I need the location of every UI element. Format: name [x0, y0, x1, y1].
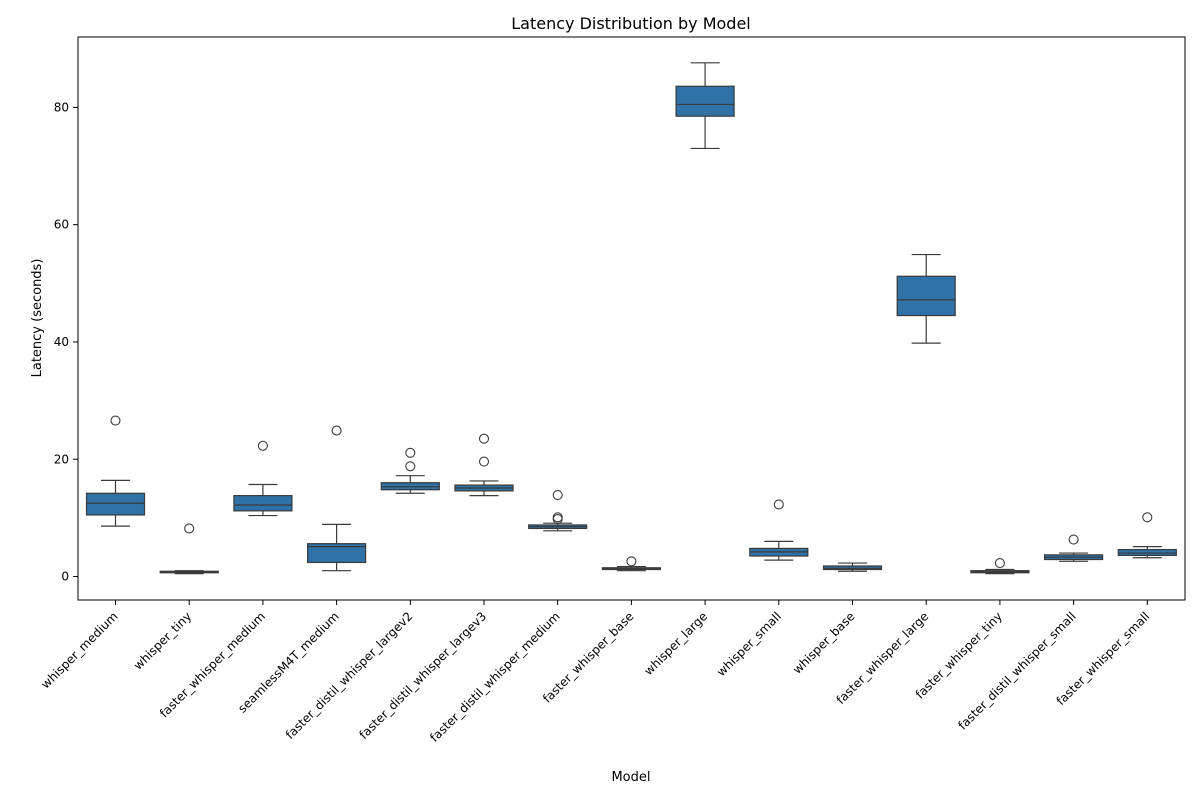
box-group [85, 415, 146, 527]
outlier-point [552, 512, 563, 523]
chart-title: Latency Distribution by Model [511, 14, 751, 33]
y-tick-label: 60 [54, 218, 69, 232]
outlier-point [405, 461, 416, 472]
outlier-point [773, 499, 784, 510]
outlier-point [478, 433, 490, 444]
y-tick-label: 40 [54, 335, 69, 349]
box-group [1043, 534, 1104, 562]
outlier-point [478, 456, 490, 467]
x-tick-label: faster_distil_whisper_largev3 [357, 609, 490, 742]
box-group [1117, 512, 1177, 559]
box-group [749, 499, 809, 561]
box-group [896, 253, 956, 344]
x-axis-label: Model [611, 770, 650, 785]
box-group [528, 489, 588, 532]
outlier-point [552, 489, 563, 501]
y-tick-label: 20 [54, 452, 69, 466]
y-tick-label: 80 [54, 100, 69, 114]
plot-frame [77, 36, 1186, 601]
x-tick-label: faster_distil_whisper_small [955, 609, 1078, 732]
outlier-point [405, 447, 416, 458]
box-group [233, 440, 293, 517]
x-tick-label: whisper_medium [38, 609, 120, 691]
outlier-point [331, 425, 342, 436]
x-tick-label: whisper_small [714, 609, 784, 679]
box-group [454, 433, 514, 497]
x-tick-label: whisper_large [641, 609, 710, 678]
outlier-point [110, 415, 121, 426]
box-group [601, 556, 662, 572]
box-iqr [233, 495, 293, 512]
box-iqr [85, 492, 146, 516]
box-group [380, 447, 440, 494]
box-group [822, 562, 883, 572]
outlier-point [1068, 534, 1079, 545]
box-group [159, 523, 219, 575]
outlier-point [1142, 512, 1153, 523]
outlier-point [994, 558, 1005, 569]
box-iqr [307, 543, 367, 564]
x-axis: whisper_medium whisper_tinyfaster_whisper… [38, 600, 1152, 745]
y-axis: 0 20 40 60 80 [54, 100, 78, 584]
y-tick-label: 0 [61, 570, 69, 584]
outlier-point [626, 556, 637, 567]
box-group [307, 425, 367, 572]
box-group [675, 62, 735, 150]
plot-area [85, 62, 1177, 575]
box-iqr [675, 85, 735, 117]
x-tick-label: whisper_base [790, 609, 858, 677]
box-group [970, 558, 1030, 575]
x-tick-label: faster_distil_whisper_largev2 [283, 609, 416, 742]
box-iqr [896, 275, 956, 317]
y-axis-label: Latency (seconds) [30, 259, 45, 378]
outlier-point [184, 523, 195, 534]
x-tick-label: whisper_tiny [131, 609, 194, 672]
outlier-point [257, 440, 268, 451]
x-tick-label: faster_distil_whisper_medium [427, 609, 563, 745]
